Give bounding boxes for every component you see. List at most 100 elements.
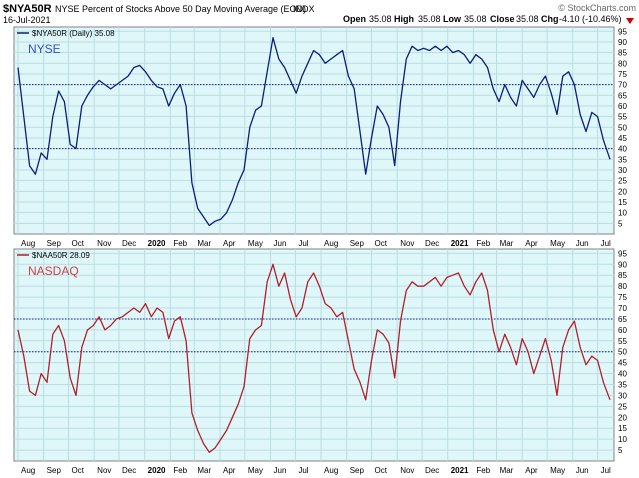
nasdaq-x-tick-label: Aug: [324, 466, 338, 475]
indicator-description: NYSE Percent of Stocks Above 50 Day Movi…: [55, 4, 306, 14]
nyse-x-tick-label: Apr: [223, 239, 236, 248]
nyse-x-tick-label: Jul: [601, 239, 611, 248]
nasdaq-y-tick-label: 55: [618, 337, 627, 346]
quote-low-label: Low: [443, 14, 462, 24]
nasdaq-x-tick-label: Mar: [197, 466, 211, 475]
nasdaq-y-tick-label: 30: [618, 391, 627, 400]
nasdaq-y-tick-label: 90: [618, 260, 627, 269]
quote-open-label: Open: [343, 14, 366, 24]
nasdaq-y-tick-label: 5: [618, 446, 623, 455]
nyse-y-tick-label: 80: [618, 59, 627, 68]
nyse-y-tick-label: 20: [618, 187, 627, 196]
nasdaq-x-tick-label: 2021: [451, 466, 469, 475]
nyse-x-tick-label: Aug: [324, 239, 338, 248]
nyse-x-tick-label: Mar: [197, 239, 211, 248]
down-arrow-icon: [626, 18, 634, 24]
nyse-x-tick-label: Sep: [47, 239, 62, 248]
nasdaq-y-tick-label: 80: [618, 282, 627, 291]
exchange-tag: INDX: [293, 4, 315, 14]
nyse-y-tick-label: 15: [618, 198, 627, 207]
nyse-x-tick-label: Oct: [72, 239, 85, 248]
nasdaq-y-tick-label: 20: [618, 413, 627, 422]
nasdaq-y-tick-label: 75: [618, 293, 627, 302]
nasdaq-x-tick-label: Dec: [425, 466, 439, 475]
nyse-panel: Aug Sep Oct Nov Dec 2020 Feb Mar Apr May Jun Jul Aug…: [13, 26, 627, 248]
nasdaq-x-tick-label: Apr: [223, 466, 236, 475]
nasdaq-x-tick-label: Jun: [274, 466, 287, 475]
nyse-y-tick-label: 35: [618, 155, 627, 164]
nasdaq-x-tick-label: May: [248, 466, 263, 475]
nasdaq-panel: Aug Sep Oct Nov Dec 2020 Feb Mar Apr May Jun Jul Aug…: [13, 248, 627, 475]
nyse-x-tick-label: Aug: [21, 239, 35, 248]
nyse-legend-text: $NYA50R (Daily) 35.08: [32, 29, 115, 38]
nyse-y-tick-label: 60: [618, 102, 627, 111]
nasdaq-y-tick-label: 15: [618, 424, 627, 433]
nasdaq-x-tick-label: 2020: [148, 466, 166, 475]
nyse-x-tick-label: Feb: [173, 239, 187, 248]
nyse-y-tick-label: 25: [618, 177, 627, 186]
nasdaq-x-tick-label: May: [550, 466, 565, 475]
nasdaq-x-tick-label: Sep: [47, 466, 62, 475]
nyse-x-tick-label: Jun: [576, 239, 589, 248]
nyse-x-tick-label: Sep: [350, 239, 365, 248]
nyse-x-tick-label: Nov: [97, 239, 111, 248]
nyse-x-tick-label: May: [248, 239, 263, 248]
nasdaq-x-tick-label: Jul: [601, 466, 611, 475]
nasdaq-x-tick-label: Mar: [500, 466, 514, 475]
nasdaq-panel-label: NASDAQ: [28, 264, 79, 278]
nasdaq-plot-area: [13, 248, 615, 462]
nasdaq-x-tick-label: Nov: [400, 466, 414, 475]
nyse-y-tick-label: 5: [618, 219, 623, 228]
quote-high-label: High: [394, 14, 414, 24]
nasdaq-x-tick-label: Feb: [173, 466, 187, 475]
nyse-y-tick-label: 55: [618, 113, 627, 122]
nyse-y-tick-label: 30: [618, 166, 627, 175]
symbol-title: $NYA50R: [3, 3, 52, 15]
nasdaq-y-tick-label: 65: [618, 315, 627, 324]
nasdaq-x-tick-label: Oct: [72, 466, 85, 475]
nyse-y-tick-label: 90: [618, 38, 627, 47]
quote-chg-label: Chg: [541, 14, 559, 24]
nasdaq-y-tick-label: 60: [618, 326, 627, 335]
nyse-x-tick-label: May: [550, 239, 565, 248]
nasdaq-x-tick-label: Apr: [525, 466, 538, 475]
nyse-y-tick-label: 65: [618, 91, 627, 100]
quote-high-value: 35.08: [418, 14, 441, 24]
nasdaq-y-tick-label: 50: [618, 348, 627, 357]
nyse-plot-area: [13, 26, 615, 235]
nasdaq-x-tick-label: Jun: [576, 466, 589, 475]
nasdaq-x-tick-label: Aug: [21, 466, 35, 475]
nasdaq-x-tick-label: Dec: [122, 466, 136, 475]
nyse-x-tick-label: Apr: [525, 239, 538, 248]
nasdaq-legend-text: $NAA50R 28.09: [32, 251, 90, 260]
nyse-x-tick-label: 2021: [451, 239, 469, 248]
nyse-x-tick-label: 2020: [148, 239, 166, 248]
nyse-x-tick-label: Nov: [400, 239, 414, 248]
nasdaq-y-tick-label: 85: [618, 271, 627, 280]
nyse-y-tick-label: 40: [618, 145, 627, 154]
nasdaq-y-tick-label: 70: [618, 304, 627, 313]
quote-open-value: 35.08: [369, 14, 392, 24]
nasdaq-y-tick-label: 25: [618, 402, 627, 411]
nasdaq-y-tick-label: 40: [618, 370, 627, 379]
date-label: 16-Jul-2021: [3, 15, 51, 25]
nyse-x-tick-label: Dec: [425, 239, 439, 248]
nyse-y-tick-label: 95: [618, 27, 627, 36]
nyse-x-tick-label: Oct: [375, 239, 388, 248]
nyse-series-line: [17, 37, 611, 227]
nyse-y-tick-label: 70: [618, 81, 627, 90]
quote-chg-value: -4.10 (-10.46%): [559, 14, 622, 24]
nyse-x-tick-label: Mar: [500, 239, 514, 248]
quote-close-label: Close: [490, 14, 515, 24]
nasdaq-x-tick-label: Feb: [476, 466, 490, 475]
nyse-y-tick-label: 85: [618, 49, 627, 58]
nyse-x-tick-label: Feb: [476, 239, 490, 248]
nasdaq-y-tick-label: 45: [618, 359, 627, 368]
nyse-y-tick-label: 45: [618, 134, 627, 143]
copyright-label: © StockCharts.com: [558, 3, 636, 13]
nasdaq-series-line: [17, 263, 611, 453]
nasdaq-x-tick-label: Sep: [350, 466, 365, 475]
nyse-y-tick-label: 50: [618, 123, 627, 132]
